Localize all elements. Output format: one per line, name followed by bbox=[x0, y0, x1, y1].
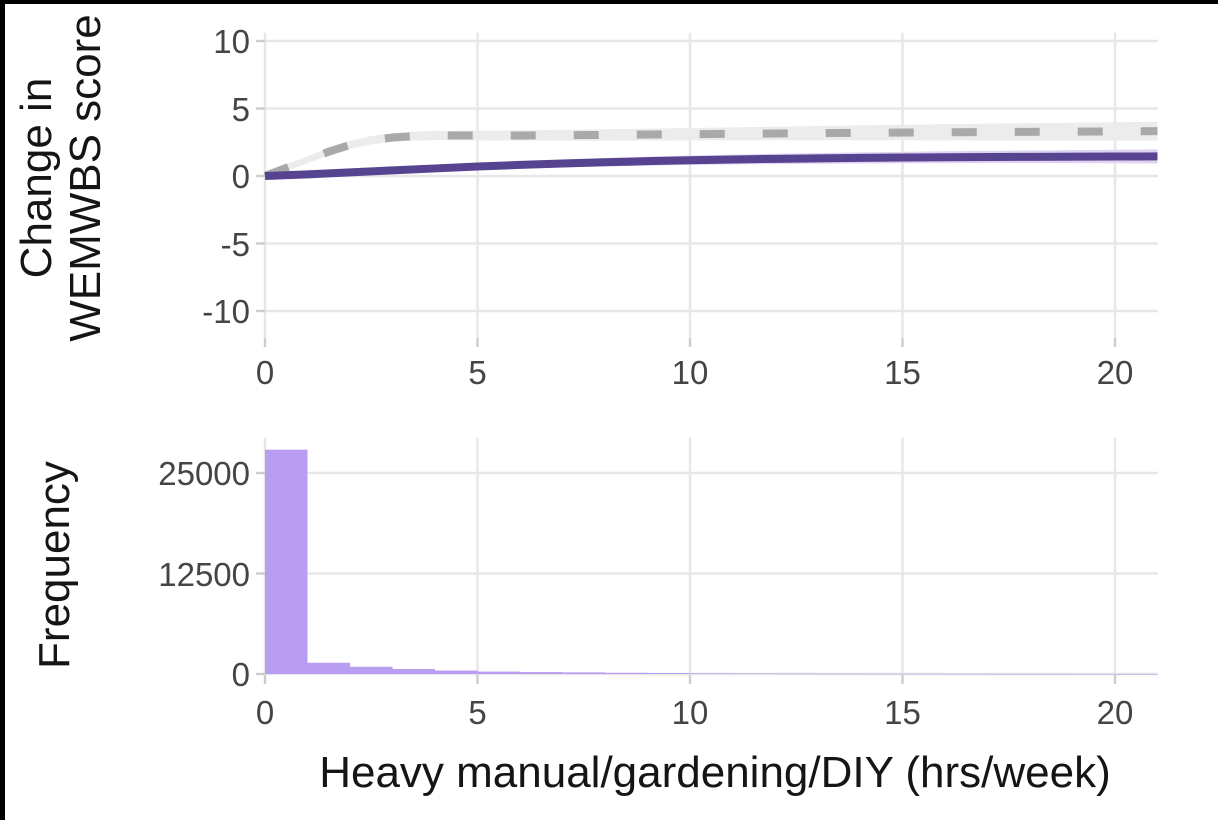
bottom-x-tick-label: 5 bbox=[468, 694, 487, 731]
histogram-bar bbox=[775, 673, 818, 675]
histogram-bar bbox=[902, 673, 945, 675]
histogram-bar bbox=[265, 449, 308, 674]
top-y-tick-label: 5 bbox=[231, 90, 250, 128]
x-axis-title: Heavy manual/gardening/DIY (hrs/week) bbox=[319, 748, 1111, 797]
top-y-tick-label: -5 bbox=[220, 225, 250, 263]
bottom-x-tick-label: 0 bbox=[255, 694, 275, 731]
histogram-bar bbox=[1030, 673, 1073, 675]
trend-solid-line bbox=[264, 152, 1158, 180]
screenshot-top-border bbox=[0, 0, 1218, 4]
histogram-bar bbox=[307, 662, 350, 674]
histogram-bar bbox=[520, 672, 563, 674]
histogram-bar bbox=[435, 670, 478, 674]
histogram-bar bbox=[945, 673, 988, 675]
top-x-tick-label: 15 bbox=[884, 354, 921, 391]
bottom-y-tick-label: 0 bbox=[231, 656, 250, 693]
bottom-y-tick-label: 12500 bbox=[158, 555, 250, 593]
histogram-bar bbox=[1115, 673, 1158, 675]
histogram-bar bbox=[817, 673, 860, 675]
top-panel-y-axis-title: Change in WEMWBS score bbox=[12, 0, 112, 388]
screenshot-left-border bbox=[0, 0, 5, 820]
bottom-x-tick-label: 20 bbox=[1096, 694, 1134, 731]
histogram-bar bbox=[605, 672, 648, 674]
reference-dashed-line bbox=[263, 127, 1158, 180]
histogram-bar bbox=[732, 673, 775, 675]
histogram-bar bbox=[350, 666, 393, 674]
reference-confidence-band bbox=[265, 121, 1158, 179]
y-axis-title-line2: WEMWBS score bbox=[61, 14, 111, 342]
top-y-tick-label: -10 bbox=[202, 293, 250, 330]
top-x-tick-label: 10 bbox=[671, 354, 709, 391]
top-x-tick-label: 0 bbox=[255, 354, 275, 391]
bottom-x-tick-label: 15 bbox=[884, 694, 921, 731]
histogram-bar bbox=[647, 673, 690, 674]
y-axis-title-line1: Change in bbox=[12, 77, 61, 279]
top-x-tick-label: 20 bbox=[1096, 354, 1134, 391]
histogram-bar bbox=[562, 672, 605, 674]
histogram-bar bbox=[860, 673, 903, 675]
histogram-bar bbox=[987, 673, 1030, 675]
histogram-bar bbox=[1072, 673, 1115, 675]
top-x-tick-label: 5 bbox=[468, 354, 487, 391]
bottom-y-tick-label: 25000 bbox=[158, 455, 250, 492]
histogram-bar bbox=[477, 671, 520, 674]
bottom-panel-y-axis-title: Frequency bbox=[30, 461, 79, 669]
histogram-bar bbox=[690, 673, 733, 674]
histogram-bar bbox=[392, 669, 435, 674]
bottom-x-tick-label: 10 bbox=[671, 694, 709, 731]
top-y-tick-label: 0 bbox=[231, 158, 250, 195]
top-y-tick-label: 10 bbox=[213, 23, 250, 60]
